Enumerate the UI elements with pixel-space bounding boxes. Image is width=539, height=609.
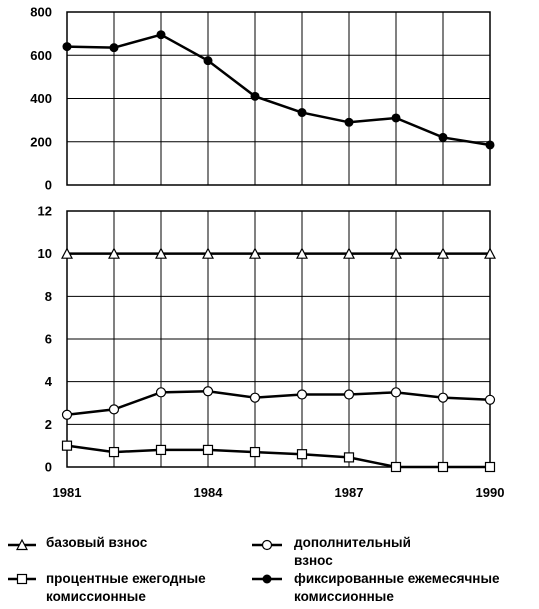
bottom-y-tick-label: 2 — [45, 417, 52, 432]
bottom-y-tick-label: 12 — [38, 204, 52, 219]
legend-marker-open-circle — [261, 539, 273, 551]
bottom-series-1-point — [484, 247, 496, 259]
bottom-series-2-point — [155, 387, 167, 398]
legend-base-fee-label: базовый взнос — [46, 535, 148, 550]
bottom-series-1-point — [437, 247, 449, 259]
bottom-y-tick-label: 10 — [38, 246, 52, 261]
bottom-series-3-point — [61, 440, 73, 451]
top-series-1-point — [391, 113, 401, 123]
bottom-y-tick-label: 8 — [45, 289, 52, 304]
top-series-1-point — [62, 42, 72, 52]
legend-marker-filled-diamond — [262, 574, 272, 584]
top-series-1-point — [438, 132, 448, 142]
top-y-tick-label: 400 — [30, 91, 52, 106]
top-series-1-point — [203, 56, 213, 66]
bottom-series-1-point — [202, 247, 214, 259]
bottom-series-2-point — [249, 392, 261, 403]
bottom-y-tick-label: 6 — [45, 332, 52, 347]
top-y-tick-label: 800 — [30, 5, 52, 20]
bottom-series-1-point — [61, 247, 73, 259]
legend-additional-fee-label-line2: взнос — [294, 553, 333, 568]
bottom-x-tick-label: 1981 — [53, 485, 82, 500]
top-y-tick-label: 200 — [30, 134, 52, 149]
bottom-series-3-point — [155, 444, 167, 456]
top-series-1-point — [297, 108, 307, 118]
bottom-y-tick-label: 4 — [45, 374, 53, 389]
top-series-1-point — [109, 43, 119, 53]
bottom-series-3-point — [484, 461, 496, 473]
bottom-series-2-point — [343, 389, 355, 400]
bottom-series-2-point — [108, 404, 120, 415]
legend-percent-fee-label-line1: процентные ежегодные — [46, 571, 206, 586]
top-y-tick-label: 0 — [45, 178, 52, 193]
bottom-series-1-point — [343, 247, 355, 259]
bottom-series-3-point — [296, 449, 308, 460]
top-series-1-point — [485, 140, 495, 150]
legend-percent-fee-label-line2: комиссионные — [46, 589, 146, 604]
bottom-y-tick-label: 0 — [45, 460, 52, 475]
bottom-series-1-point — [249, 247, 261, 259]
bottom-series-1-point — [296, 247, 308, 259]
bottom-frame — [66, 210, 491, 468]
legend-fixed-fee-label-line2: комиссионные — [294, 589, 394, 604]
top-y-tick-label: 600 — [30, 48, 52, 63]
top-frame — [66, 11, 491, 186]
bottom-series-3-point — [390, 461, 402, 473]
top-series-1-point — [156, 30, 166, 40]
bottom-series-2-point — [61, 409, 73, 420]
bottom-series-3-point — [202, 444, 214, 456]
bottom-series-3-point — [249, 446, 261, 458]
bottom-series-2-point — [437, 392, 449, 403]
bottom-series-3-point — [437, 461, 449, 473]
bottom-series-3-point — [108, 446, 120, 458]
legend-markers — [8, 538, 282, 585]
bottom-x-tick-label: 1990 — [476, 485, 505, 500]
bottom-x-tick-label: 1984 — [194, 485, 224, 500]
top-series-1-point — [250, 91, 260, 101]
bottom-series-2-point — [484, 394, 496, 405]
top-series-line-1 — [66, 33, 491, 147]
legend-fixed-fee-label-line1: фиксированные ежемесячные — [294, 571, 500, 586]
bottom-series-2-point — [296, 389, 308, 400]
bottom-series-2-point — [202, 386, 214, 397]
bottom-series-1-point — [108, 247, 120, 259]
bottom-series-2-point — [390, 387, 402, 398]
legend-additional-fee-label-line1: дополнительный — [294, 535, 411, 550]
bottom-series-1-point — [390, 247, 402, 259]
bottom-series-1-point — [155, 247, 167, 259]
legend-marker-open-square — [16, 573, 28, 585]
bottom-series-3-point — [343, 452, 355, 463]
top-series-1-point — [344, 117, 354, 127]
top-panel: 800 600 400 200 0 — [30, 5, 495, 193]
bottom-series-line-3 — [66, 444, 490, 469]
legend-marker-open-triangle — [16, 538, 28, 551]
bottom-x-tick-label: 1987 — [335, 485, 364, 500]
bottom-series-line-2 — [66, 390, 491, 416]
